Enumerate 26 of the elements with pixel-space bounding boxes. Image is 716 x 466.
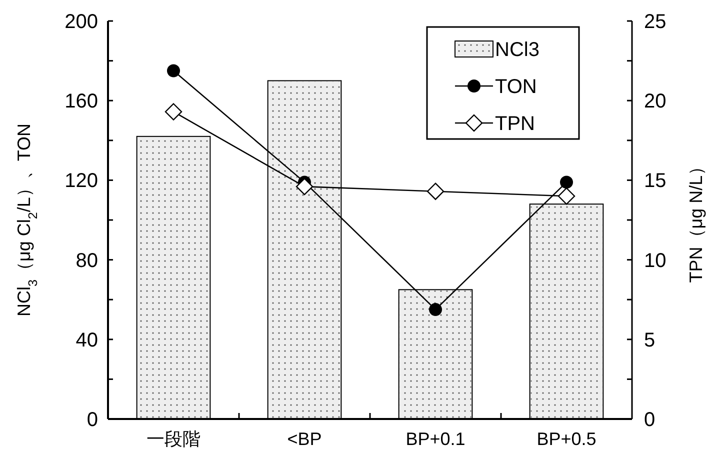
y2-tick-label: 0 bbox=[644, 409, 656, 431]
y-tick-label: 200 bbox=[64, 11, 98, 33]
y-tick-label: 40 bbox=[76, 329, 98, 352]
point bbox=[429, 303, 442, 316]
y2-tick-label: 20 bbox=[644, 90, 666, 113]
y2-tick-label: 25 bbox=[644, 11, 666, 33]
x-tick-label: <BP bbox=[287, 429, 322, 449]
x-tick-label: 一段階 bbox=[146, 429, 200, 449]
legend-label: TON bbox=[495, 76, 537, 98]
y-tick-label: 120 bbox=[64, 170, 98, 192]
y2-tick-label: 15 bbox=[644, 170, 666, 192]
point bbox=[560, 176, 573, 189]
y2-tick-label: 5 bbox=[644, 329, 656, 352]
y2-tick-label: 10 bbox=[644, 250, 666, 272]
y-tick-label: 80 bbox=[76, 250, 98, 272]
legend-label: TPN bbox=[495, 113, 535, 135]
x-tick-label: BP+0.5 bbox=[536, 429, 596, 449]
y-tick-label: 0 bbox=[86, 409, 98, 431]
y2-axis-title: TPN（μg N/L） bbox=[686, 157, 706, 283]
point bbox=[558, 188, 576, 205]
point bbox=[296, 178, 314, 196]
legend-label: NCl3 bbox=[495, 39, 540, 61]
y-tick-label: 160 bbox=[64, 90, 98, 113]
x-tick-label: BP+0.1 bbox=[406, 429, 466, 449]
point bbox=[426, 182, 444, 200]
point bbox=[167, 64, 180, 78]
